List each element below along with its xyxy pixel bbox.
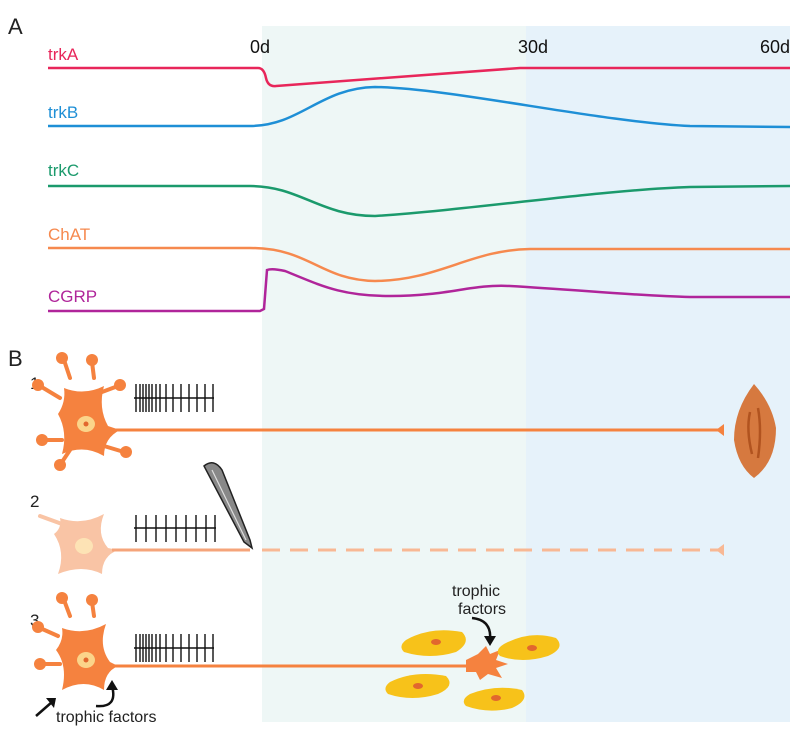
gene-label-cgrp: CGRP bbox=[48, 287, 97, 306]
tick-30d: 30d bbox=[518, 37, 548, 57]
step-label-3: 3 bbox=[30, 611, 39, 630]
trophic-label-top-line2: factors bbox=[458, 601, 506, 618]
trophic-arrowhead-left bbox=[46, 698, 56, 708]
spike-train-3 bbox=[134, 634, 214, 662]
schwann-cell bbox=[463, 687, 525, 711]
trophic-arrowhead-top bbox=[484, 636, 496, 646]
panel-a-letter: A bbox=[8, 14, 23, 39]
neuron-axotomized bbox=[38, 514, 118, 574]
post-injury-shade-early bbox=[262, 26, 526, 722]
trkb-curve bbox=[48, 85, 791, 129]
trophic-label-top-line1: trophic bbox=[452, 583, 500, 600]
panel-b-letter: B bbox=[8, 346, 23, 371]
gene-label-chat: ChAT bbox=[48, 225, 90, 244]
step-label-2: 2 bbox=[30, 492, 39, 511]
schwann-cell bbox=[497, 635, 560, 660]
nmj-terminal-2 bbox=[716, 544, 724, 556]
neuron-regenerating bbox=[32, 592, 118, 690]
trka-curve bbox=[48, 66, 790, 88]
post-injury-shade-late bbox=[526, 26, 790, 722]
scalpel-icon bbox=[203, 462, 254, 550]
trkc-curve bbox=[48, 184, 791, 218]
tick-0d: 0d bbox=[250, 37, 270, 57]
schwann-cell bbox=[385, 674, 450, 698]
cgrp-curve bbox=[48, 267, 790, 313]
gene-label-trkb: trkB bbox=[48, 103, 78, 122]
growth-cone bbox=[466, 646, 508, 680]
gene-label-trka: trkA bbox=[48, 45, 79, 64]
nmj-terminal-1 bbox=[716, 424, 724, 436]
trophic-arrowhead-right bbox=[106, 680, 118, 690]
trophic-label-bottom: trophic factors bbox=[56, 709, 156, 726]
tick-60d: 60d bbox=[760, 37, 790, 57]
spike-train-2 bbox=[134, 515, 216, 542]
gene-label-trkc: trkC bbox=[48, 161, 79, 180]
chat-curve bbox=[48, 246, 790, 283]
spike-train-1 bbox=[134, 384, 214, 412]
neuron-intact bbox=[32, 352, 132, 471]
schwann-cell bbox=[401, 630, 466, 656]
trophic-arrow-left bbox=[35, 701, 53, 717]
muscle-fiber bbox=[734, 384, 776, 478]
